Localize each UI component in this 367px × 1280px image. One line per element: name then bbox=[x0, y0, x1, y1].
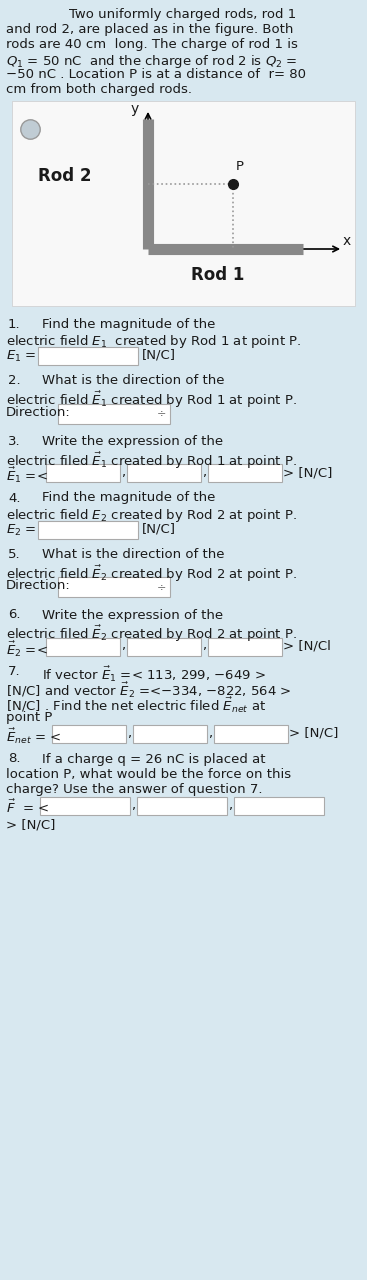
Text: 6.: 6. bbox=[8, 608, 21, 622]
Text: ,: , bbox=[121, 640, 125, 653]
Text: ,: , bbox=[121, 466, 125, 479]
Text: Direction:: Direction: bbox=[6, 406, 71, 419]
Text: rods are 40 cm  long. The charge of rod 1 is: rods are 40 cm long. The charge of rod 1… bbox=[6, 38, 298, 51]
Text: location P, what would be the force on this: location P, what would be the force on t… bbox=[6, 768, 291, 781]
FancyBboxPatch shape bbox=[127, 637, 201, 655]
Text: > [N/C]: > [N/C] bbox=[283, 466, 333, 479]
Text: ,: , bbox=[208, 727, 212, 740]
Text: −50 nC . Location P is at a distance of  r= 80: −50 nC . Location P is at a distance of … bbox=[6, 68, 306, 81]
Text: If a charge q = 26 nC is placed at: If a charge q = 26 nC is placed at bbox=[42, 753, 265, 765]
FancyBboxPatch shape bbox=[133, 724, 207, 742]
Text: ,: , bbox=[127, 727, 131, 740]
Text: 2.: 2. bbox=[8, 375, 21, 388]
Text: electric filed $\vec{E}_1$ created by Rod 1 at point P.: electric filed $\vec{E}_1$ created by Ro… bbox=[6, 451, 297, 471]
Text: > [N/Cl: > [N/Cl bbox=[283, 640, 331, 653]
Text: electric filed $\vec{E}_2$ created by Rod 2 at point P.: electric filed $\vec{E}_2$ created by Ro… bbox=[6, 623, 297, 644]
Text: Rod 2: Rod 2 bbox=[38, 166, 91, 186]
Text: ÷: ÷ bbox=[156, 582, 166, 591]
Text: If vector $\vec{E}_1$ =< 113, 299, −649 >: If vector $\vec{E}_1$ =< 113, 299, −649 … bbox=[42, 666, 266, 685]
Text: $E_1$ =: $E_1$ = bbox=[6, 349, 36, 364]
Bar bbox=[12, 101, 355, 306]
Text: [N/C] and vector $\vec{E}_2$ =<−334, −822, 564 >: [N/C] and vector $\vec{E}_2$ =<−334, −82… bbox=[6, 681, 291, 700]
Text: $\vec{E}_{net}$ = <: $\vec{E}_{net}$ = < bbox=[6, 727, 61, 746]
Text: ,: , bbox=[202, 466, 206, 479]
Text: $E_2$ =: $E_2$ = bbox=[6, 522, 36, 538]
FancyBboxPatch shape bbox=[137, 797, 227, 815]
Text: 8.: 8. bbox=[8, 753, 21, 765]
FancyBboxPatch shape bbox=[127, 463, 201, 483]
Text: Find the magnitude of the: Find the magnitude of the bbox=[42, 317, 215, 332]
Text: ,: , bbox=[202, 640, 206, 653]
Text: Rod 1: Rod 1 bbox=[191, 266, 245, 284]
Text: P: P bbox=[236, 160, 244, 173]
FancyBboxPatch shape bbox=[46, 637, 120, 655]
FancyBboxPatch shape bbox=[46, 463, 120, 483]
Text: 4.: 4. bbox=[8, 492, 21, 504]
Text: 5.: 5. bbox=[8, 548, 21, 561]
Text: ,: , bbox=[131, 799, 135, 812]
FancyBboxPatch shape bbox=[58, 577, 170, 596]
Text: > [N/C]: > [N/C] bbox=[289, 727, 338, 740]
Text: electric field $\vec{E}_1$ created by Rod 1 at point P.: electric field $\vec{E}_1$ created by Ro… bbox=[6, 390, 297, 411]
Text: y: y bbox=[131, 102, 139, 116]
Text: electric field $\vec{E}_2$ created by Rod 2 at point P.: electric field $\vec{E}_2$ created by Ro… bbox=[6, 563, 297, 584]
Text: Find the magnitude of the: Find the magnitude of the bbox=[42, 492, 215, 504]
Text: Two uniformly charged rods, rod 1: Two uniformly charged rods, rod 1 bbox=[69, 8, 297, 20]
Text: electric field $E_2$ created by Rod 2 at point P.: electric field $E_2$ created by Rod 2 at… bbox=[6, 507, 297, 524]
FancyBboxPatch shape bbox=[52, 724, 126, 742]
Text: 7.: 7. bbox=[8, 666, 21, 678]
Text: What is the direction of the: What is the direction of the bbox=[42, 548, 225, 561]
Text: cm from both charged rods.: cm from both charged rods. bbox=[6, 83, 192, 96]
Text: and rod 2, are placed as in the figure. Both: and rod 2, are placed as in the figure. … bbox=[6, 23, 293, 36]
Text: What is the direction of the: What is the direction of the bbox=[42, 375, 225, 388]
FancyBboxPatch shape bbox=[40, 797, 130, 815]
Text: [N/C]: [N/C] bbox=[142, 522, 176, 535]
Text: $Q_1$ = 50 nC  and the charge of rod 2 is $Q_2$ =: $Q_1$ = 50 nC and the charge of rod 2 is… bbox=[6, 52, 298, 70]
FancyBboxPatch shape bbox=[214, 724, 288, 742]
Text: Direction:: Direction: bbox=[6, 579, 71, 591]
FancyBboxPatch shape bbox=[38, 521, 138, 539]
Text: [N/C] . Find the net electric filed $\vec{E}_{net}$ at: [N/C] . Find the net electric filed $\ve… bbox=[6, 696, 266, 716]
Text: 3.: 3. bbox=[8, 435, 21, 448]
Text: $\vec{F}$  = <: $\vec{F}$ = < bbox=[6, 799, 49, 817]
Text: 1.: 1. bbox=[8, 317, 21, 332]
Text: $\vec{E}_2$ =<: $\vec{E}_2$ =< bbox=[6, 640, 48, 659]
Text: > [N/C]: > [N/C] bbox=[6, 818, 55, 832]
Text: ,: , bbox=[228, 799, 232, 812]
Text: electric field $E_1$  created by Rod 1 at point P.: electric field $E_1$ created by Rod 1 at… bbox=[6, 334, 301, 351]
FancyBboxPatch shape bbox=[58, 403, 170, 424]
FancyBboxPatch shape bbox=[234, 797, 324, 815]
Text: x: x bbox=[343, 234, 351, 248]
Text: Write the expression of the: Write the expression of the bbox=[42, 608, 223, 622]
Text: [N/C]: [N/C] bbox=[142, 349, 176, 362]
FancyBboxPatch shape bbox=[208, 637, 282, 655]
FancyBboxPatch shape bbox=[208, 463, 282, 483]
Text: Write the expression of the: Write the expression of the bbox=[42, 435, 223, 448]
Text: charge? Use the answer of question 7.: charge? Use the answer of question 7. bbox=[6, 783, 262, 796]
Text: point P: point P bbox=[6, 712, 52, 724]
Text: $\vec{E}_1$ =<: $\vec{E}_1$ =< bbox=[6, 466, 48, 485]
Text: ÷: ÷ bbox=[156, 408, 166, 419]
FancyBboxPatch shape bbox=[38, 347, 138, 365]
